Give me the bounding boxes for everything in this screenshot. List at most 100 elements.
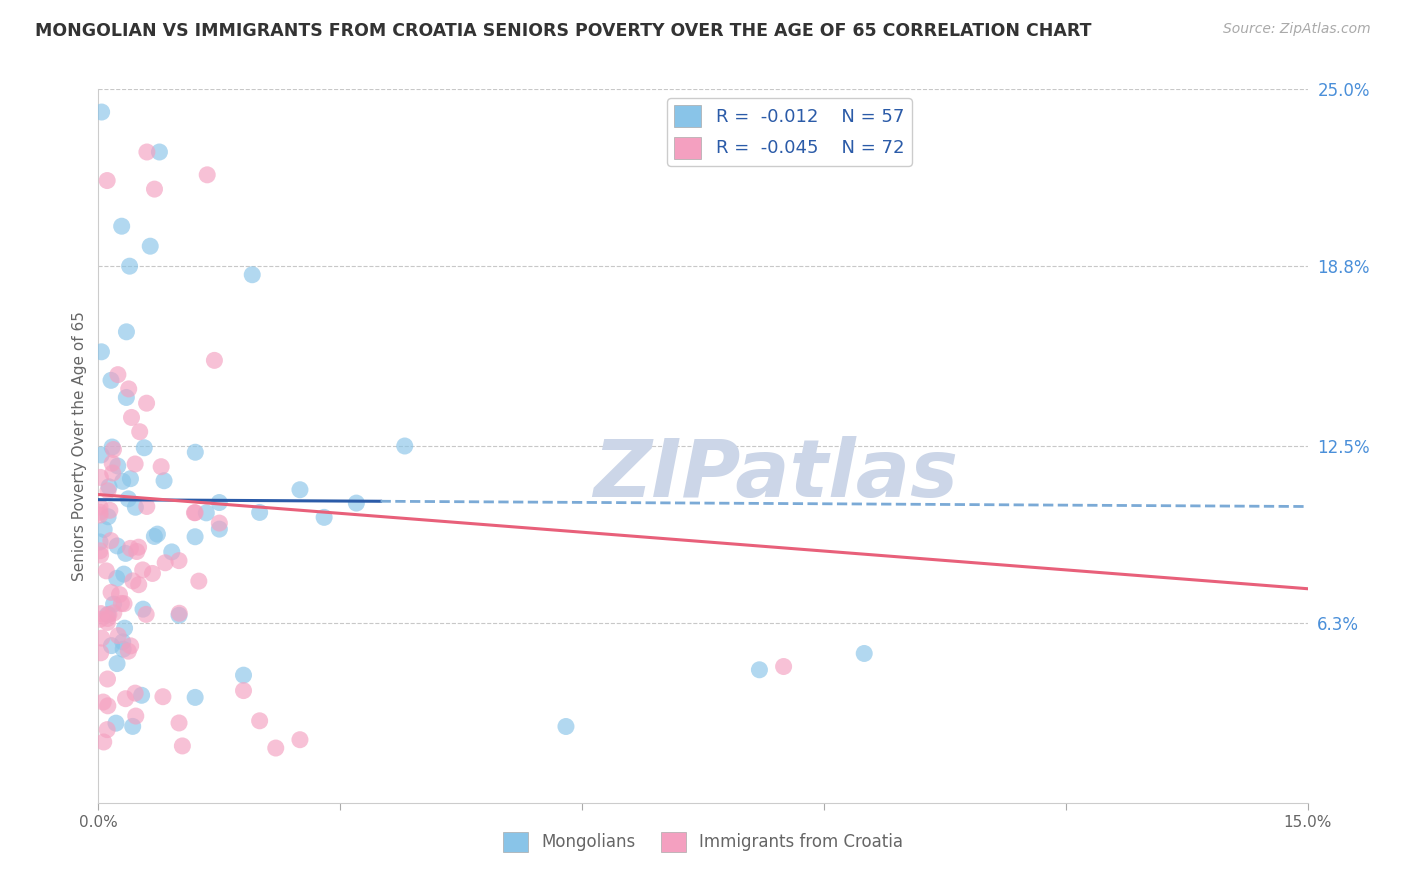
Point <box>90 548 112 562</box>
Point <box>97 607 120 622</box>
Point <box>232 683 254 698</box>
Text: MONGOLIAN VS IMMIGRANTS FROM CROATIA SENIORS POVERTY OVER THE AGE OF 65 CORRELAT: MONGOLIAN VS IMMIGRANTS FROM CROATIA SEN… <box>35 22 1091 40</box>
Y-axis label: Seniors Poverty Over the Age of 65: Seniors Poverty Over the Age of 65 <box>72 311 87 581</box>
Point <box>90 344 112 359</box>
Point <box>114 691 136 706</box>
Point <box>93 735 115 749</box>
Point <box>143 182 166 196</box>
Point <box>128 540 150 554</box>
Point <box>118 382 141 396</box>
Point <box>111 219 134 234</box>
Point <box>853 647 876 661</box>
Point <box>135 396 157 410</box>
Point <box>167 608 190 623</box>
Point <box>101 440 124 454</box>
Point <box>153 556 176 570</box>
Point <box>97 698 120 713</box>
Point <box>232 668 254 682</box>
Point <box>184 690 207 705</box>
Point <box>115 391 138 405</box>
Point <box>103 442 125 457</box>
Point <box>100 373 122 387</box>
Point <box>89 508 111 522</box>
Point <box>96 564 118 578</box>
Point <box>93 523 115 537</box>
Point <box>115 325 138 339</box>
Point <box>97 483 120 498</box>
Point <box>135 607 157 622</box>
Point <box>288 732 311 747</box>
Point <box>202 353 225 368</box>
Point <box>107 368 129 382</box>
Point <box>249 505 271 519</box>
Point <box>107 629 129 643</box>
Point <box>108 588 131 602</box>
Point <box>169 607 191 621</box>
Point <box>117 491 139 506</box>
Point <box>124 686 146 700</box>
Point <box>112 597 135 611</box>
Point <box>195 506 218 520</box>
Text: ZIPatlas: ZIPatlas <box>593 435 957 514</box>
Point <box>104 716 127 731</box>
Point <box>89 543 111 558</box>
Point <box>128 425 150 439</box>
Point <box>148 145 170 159</box>
Point <box>124 457 146 471</box>
Point <box>110 596 132 610</box>
Point <box>153 474 176 488</box>
Point <box>111 635 134 649</box>
Text: Source: ZipAtlas.com: Source: ZipAtlas.com <box>1223 22 1371 37</box>
Point <box>146 527 169 541</box>
Point <box>97 607 120 622</box>
Point <box>208 516 231 530</box>
Point <box>118 259 141 273</box>
Point <box>128 577 150 591</box>
Point <box>90 646 112 660</box>
Point <box>100 585 122 599</box>
Point <box>187 574 209 588</box>
Point <box>264 741 287 756</box>
Point <box>90 105 112 120</box>
Point <box>125 544 148 558</box>
Point <box>112 642 135 657</box>
Point <box>167 554 190 568</box>
Point <box>96 672 118 686</box>
Point <box>100 639 122 653</box>
Point <box>555 719 578 733</box>
Point <box>89 500 111 514</box>
Point <box>141 566 163 581</box>
Point <box>101 466 124 480</box>
Point <box>100 533 122 548</box>
Point <box>184 506 207 520</box>
Point <box>91 695 114 709</box>
Point <box>120 541 142 556</box>
Point <box>120 472 142 486</box>
Point <box>105 571 128 585</box>
Point <box>121 410 143 425</box>
Point <box>103 606 125 620</box>
Point <box>748 663 770 677</box>
Point <box>105 657 128 671</box>
Point <box>90 607 112 621</box>
Point <box>121 719 143 733</box>
Point <box>96 173 118 187</box>
Point <box>394 439 416 453</box>
Point <box>96 723 118 737</box>
Point <box>98 503 121 517</box>
Point <box>101 456 124 470</box>
Point <box>288 483 311 497</box>
Point <box>124 500 146 515</box>
Point <box>208 522 231 536</box>
Point <box>111 475 134 489</box>
Point <box>160 545 183 559</box>
Point <box>89 612 111 626</box>
Legend: Mongolians, Immigrants from Croatia: Mongolians, Immigrants from Croatia <box>496 825 910 859</box>
Point <box>183 506 205 520</box>
Point <box>249 714 271 728</box>
Point <box>152 690 174 704</box>
Point <box>125 709 148 723</box>
Point <box>132 602 155 616</box>
Point <box>112 567 135 582</box>
Point <box>131 563 153 577</box>
